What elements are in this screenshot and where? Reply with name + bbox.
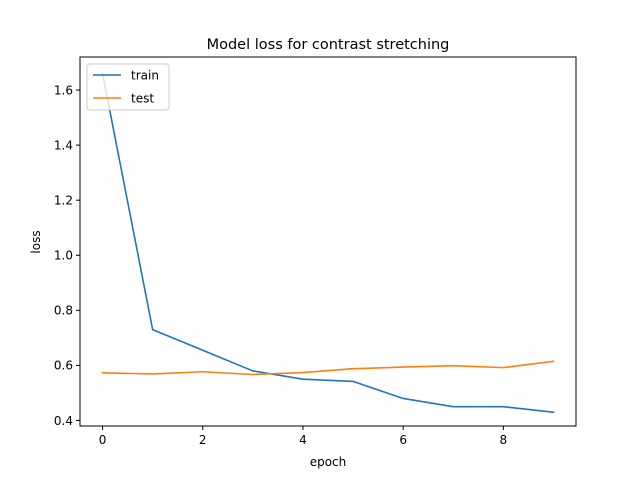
y-tick-label: 1.4	[54, 138, 73, 152]
y-tick-label: 1.0	[54, 249, 73, 263]
x-tick-label: 8	[500, 433, 508, 447]
x-tick-label: 2	[199, 433, 207, 447]
legend-train-label: train	[131, 69, 159, 83]
series-layer	[101, 72, 555, 414]
series-line-train	[101, 72, 555, 414]
chart-title: Model loss for contrast stretching	[207, 37, 450, 53]
y-tick-label: 0.6	[54, 359, 73, 373]
y-tick-label: 0.8	[54, 304, 73, 318]
legend: train test	[86, 63, 170, 111]
x-axis-ticks: 0 2 4 6 8	[99, 426, 507, 447]
x-tick-label: 0	[99, 433, 107, 447]
series-line-test	[101, 360, 555, 376]
y-tick-label: 1.2	[54, 193, 73, 207]
y-tick-label: 1.6	[54, 83, 73, 97]
y-axis-label: loss	[29, 230, 43, 253]
x-tick-label: 4	[299, 433, 307, 447]
x-tick-label: 6	[399, 433, 407, 447]
legend-test-label: test	[131, 92, 154, 106]
x-axis-label: epoch	[310, 455, 347, 469]
y-tick-label: 0.4	[54, 414, 73, 428]
y-axis-ticks: 0.4 0.6 0.8 1.0 1.2 1.4 1.6	[54, 83, 80, 428]
plot-frame	[79, 56, 577, 427]
